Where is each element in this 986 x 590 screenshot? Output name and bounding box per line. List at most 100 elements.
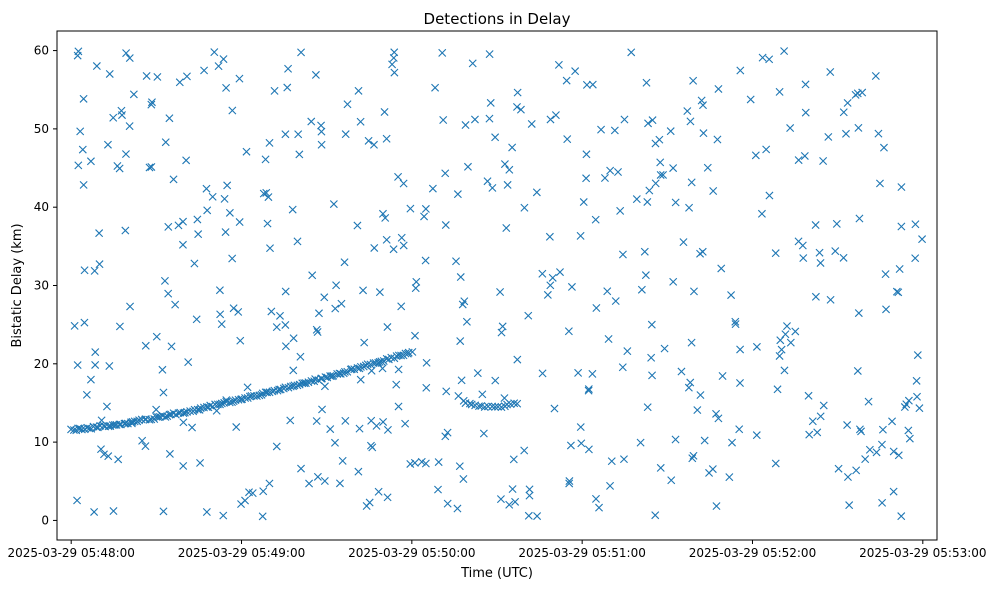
detection-point — [206, 401, 215, 410]
detection-point — [356, 362, 365, 371]
detection-point — [241, 393, 250, 402]
detection-point — [895, 264, 904, 273]
detection-point — [786, 124, 795, 133]
detection-point — [571, 67, 580, 76]
detection-point — [686, 378, 695, 387]
detection-point — [845, 501, 854, 510]
detection-point — [603, 287, 612, 296]
detection-point — [496, 495, 505, 504]
detection-point — [915, 404, 924, 413]
detection-point — [703, 163, 712, 172]
detection-point — [804, 391, 813, 400]
detection-point — [219, 511, 228, 520]
detection-point — [651, 179, 660, 188]
detection-point — [834, 464, 843, 473]
detection-point — [219, 55, 228, 64]
detection-point — [397, 302, 406, 311]
detection-point — [627, 48, 636, 57]
detection-point — [179, 418, 188, 427]
detection-point — [623, 347, 632, 356]
detection-point — [689, 451, 698, 460]
detection-point — [235, 218, 244, 227]
detection-point — [811, 221, 820, 230]
detection-point — [317, 140, 326, 149]
detection-point — [562, 76, 571, 85]
detection-point — [86, 375, 95, 384]
detection-point — [293, 381, 302, 390]
detection-point — [208, 192, 217, 201]
detection-point — [637, 285, 646, 294]
detection-point — [545, 232, 554, 241]
detection-point — [203, 206, 212, 215]
detection-point — [313, 472, 322, 481]
detection-point — [113, 161, 122, 170]
detection-point — [689, 76, 698, 85]
detection-point — [167, 342, 176, 351]
detection-point — [368, 443, 377, 452]
detection-point — [878, 425, 887, 434]
detection-point — [640, 247, 649, 256]
detection-point — [567, 282, 576, 291]
detection-point — [839, 253, 848, 262]
detection-point — [214, 62, 223, 71]
detection-point — [147, 162, 156, 171]
detection-point — [498, 322, 507, 331]
detection-point — [305, 479, 314, 488]
detection-point — [591, 494, 600, 503]
detection-point — [261, 155, 270, 164]
detection-point — [874, 129, 883, 138]
detection-point — [73, 361, 82, 370]
detection-point — [505, 500, 514, 509]
detection-point — [527, 119, 536, 128]
detection-point — [620, 115, 629, 124]
detection-point — [317, 127, 326, 136]
detection-point — [262, 188, 271, 197]
detection-point — [141, 341, 150, 350]
detection-point — [532, 188, 541, 197]
detection-point — [588, 369, 597, 378]
detection-point — [160, 276, 169, 285]
detection-point — [839, 108, 848, 117]
detection-point — [78, 145, 87, 154]
detection-point — [121, 226, 130, 235]
detection-point — [824, 132, 833, 141]
detection-point — [888, 417, 897, 426]
detection-point — [503, 180, 512, 189]
detection-point — [453, 190, 462, 199]
detection-point — [202, 507, 211, 516]
detection-point — [565, 477, 574, 486]
detection-point — [90, 507, 99, 516]
detection-point — [265, 479, 274, 488]
detection-point — [513, 88, 522, 97]
detection-point — [913, 351, 922, 360]
detection-point — [462, 317, 471, 326]
detection-point — [439, 116, 448, 124]
detection-point — [455, 462, 464, 471]
detection-point — [308, 271, 317, 280]
detection-point — [832, 219, 841, 228]
detection-point — [513, 355, 522, 364]
detection-point — [114, 455, 123, 464]
detection-point — [421, 204, 430, 213]
detection-point — [379, 417, 388, 426]
detection-point — [105, 361, 114, 370]
detection-point — [389, 53, 398, 62]
detection-point — [74, 161, 83, 170]
detection-point — [326, 425, 335, 434]
detection-point — [200, 66, 209, 75]
detection-point — [422, 358, 431, 367]
detection-point — [800, 151, 809, 160]
detection-point — [265, 138, 274, 147]
detection-point — [313, 328, 322, 336]
x-tick-label: 2025-03-29 05:53:00 — [859, 546, 986, 560]
x-tick-label: 2025-03-29 05:48:00 — [7, 546, 134, 560]
detection-point — [438, 48, 447, 57]
detection-point — [714, 414, 723, 423]
detection-point — [683, 107, 692, 116]
detection-point — [314, 309, 323, 318]
detection-point — [397, 351, 406, 360]
detection-point — [443, 499, 452, 508]
detection-point — [520, 203, 529, 212]
detection-point — [381, 213, 390, 222]
detection-point — [182, 72, 191, 81]
